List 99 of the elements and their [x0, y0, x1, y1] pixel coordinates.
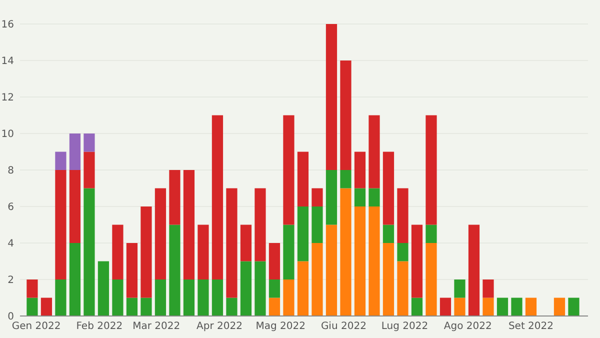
bar [55, 280, 66, 316]
bar [454, 298, 466, 316]
y-tick-label: 16 [1, 20, 14, 30]
bar [84, 152, 95, 188]
bar [240, 261, 252, 316]
bar [212, 115, 224, 280]
bar [40, 298, 52, 316]
x-tick-label: Apr 2022 [196, 321, 242, 332]
y-tick-label: 12 [1, 92, 14, 104]
x-tick-label: Lug 2022 [381, 321, 428, 332]
bar [55, 152, 66, 170]
x-tick-label: Gen 2022 [12, 321, 61, 332]
bar [382, 152, 394, 225]
bar [397, 243, 408, 262]
bar [112, 224, 124, 280]
bar [312, 188, 323, 206]
bar [312, 206, 323, 243]
x-tick-label: Ago 2022 [444, 321, 492, 332]
bar [283, 280, 294, 316]
bar [411, 298, 423, 316]
bar [198, 280, 209, 316]
bar [496, 298, 508, 316]
bar [312, 243, 323, 316]
bar [368, 115, 380, 188]
bar [26, 280, 38, 298]
bar [140, 206, 152, 298]
bar [397, 188, 408, 243]
bar [268, 243, 280, 280]
bar [340, 170, 352, 188]
bar [482, 280, 494, 298]
bar [169, 170, 180, 225]
bar [254, 261, 266, 316]
y-tick-label: 10 [1, 129, 14, 140]
bar [140, 298, 152, 316]
bar [454, 280, 466, 298]
bar [354, 152, 366, 188]
bar [382, 243, 394, 316]
y-tick-label: 6 [8, 202, 14, 213]
bar [183, 170, 195, 280]
bar [268, 298, 280, 316]
y-tick-label: 0 [8, 312, 14, 322]
bar [154, 280, 166, 316]
bar [511, 298, 522, 316]
y-tick-label: 8 [8, 166, 14, 176]
bar [468, 224, 480, 316]
bar [440, 298, 452, 316]
bar [326, 224, 338, 316]
bar [69, 134, 81, 170]
bar [368, 206, 380, 316]
bar [69, 243, 81, 316]
bar [482, 298, 494, 316]
bar [283, 224, 294, 280]
bar [297, 152, 309, 206]
x-tick-label: Giu 2022 [320, 321, 366, 332]
y-tick-label: 14 [1, 56, 14, 67]
bar [84, 188, 95, 316]
bar [55, 170, 66, 280]
bar [354, 206, 366, 316]
bar [397, 261, 408, 316]
x-tick-label: Feb 2022 [76, 321, 123, 332]
bar [226, 188, 238, 298]
x-tick-label: Set 2022 [508, 321, 554, 332]
bar [525, 298, 537, 316]
bar [126, 243, 138, 298]
bar [297, 261, 309, 316]
bar [368, 188, 380, 206]
bar [426, 115, 437, 225]
bar [283, 115, 294, 225]
bar [112, 280, 124, 316]
bar [382, 224, 394, 243]
bar [26, 298, 38, 316]
bar [340, 188, 352, 316]
bar [69, 170, 81, 243]
bar [198, 224, 209, 280]
bar [411, 224, 423, 298]
bar [326, 170, 338, 225]
bar [297, 206, 309, 262]
bar [84, 134, 95, 152]
bar [169, 224, 180, 316]
y-tick-label: 2 [8, 275, 14, 286]
bar [268, 280, 280, 298]
y-tick-label: 4 [8, 238, 14, 250]
bar [126, 298, 138, 316]
bar [354, 188, 366, 206]
bar [212, 280, 224, 316]
bar [226, 298, 238, 316]
x-tick-label: Mar 2022 [132, 321, 180, 332]
x-tick-label: Mag 2022 [256, 321, 306, 332]
bar [568, 298, 580, 316]
bar [98, 261, 110, 316]
bar [154, 188, 166, 280]
bar [254, 188, 266, 262]
bar [426, 243, 437, 316]
bar [426, 224, 437, 243]
bar [340, 60, 352, 170]
bar [240, 224, 252, 262]
bar [554, 298, 566, 316]
bar [183, 280, 195, 316]
bar [326, 24, 338, 170]
